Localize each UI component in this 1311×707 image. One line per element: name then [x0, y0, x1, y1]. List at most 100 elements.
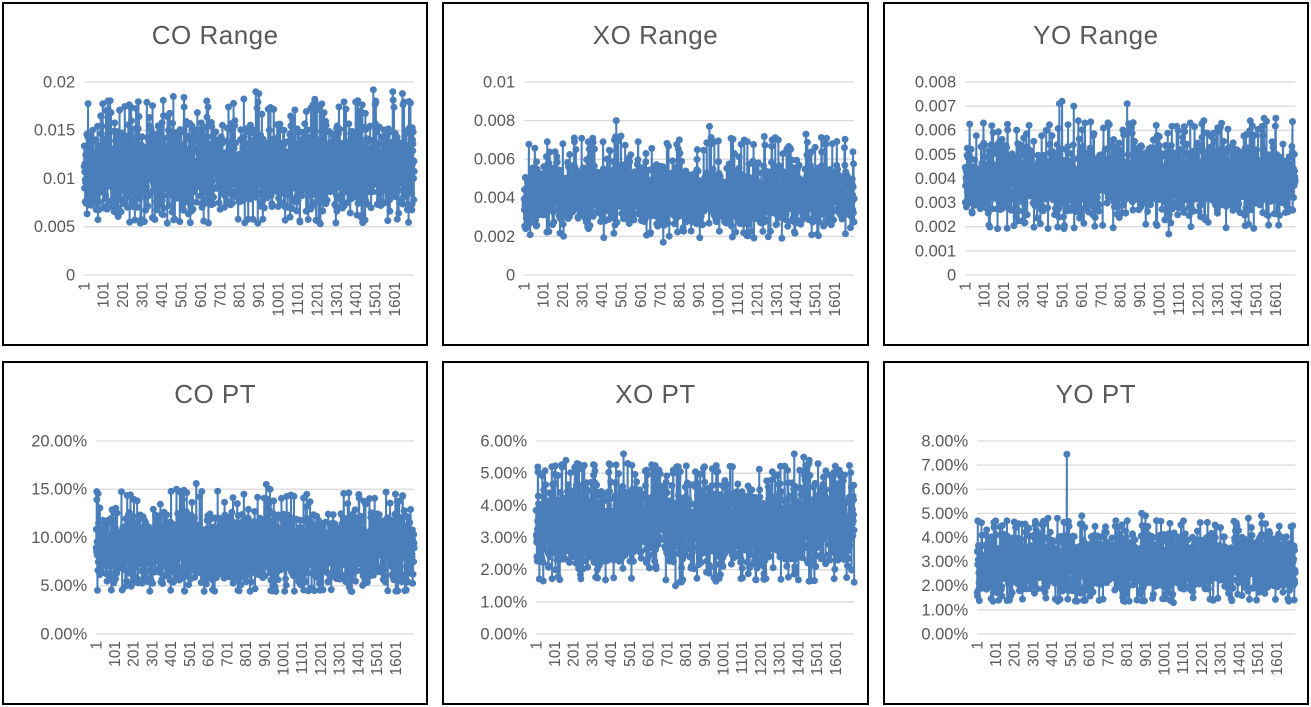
x-axis-tick-label: 501	[1054, 282, 1071, 308]
x-axis-tick-label: 1001	[1156, 641, 1173, 675]
x-axis-tick-label: 601	[633, 282, 650, 308]
x-axis-tick-label: 1601	[388, 641, 405, 675]
x-axis-tick-label: 701	[219, 641, 236, 667]
x-axis-tick-label: 701	[1100, 641, 1117, 667]
chart-plot-co-range: 0 0.005 0.01 0.015 0.02 1 101 201 301 401 501 601 70…	[4, 58, 426, 344]
y-axis-tick-label: 0.006	[474, 151, 515, 169]
x-axis-tick-label: 1601	[1268, 641, 1285, 675]
chart-title-yo-pt: YO PT	[1055, 379, 1137, 409]
x-axis-tick-label: 601	[193, 282, 210, 308]
y-axis-tick-label: 0.007	[915, 98, 956, 116]
x-axis-tick-label: 101	[107, 641, 124, 667]
x-axis-tick-label: 401	[154, 282, 171, 308]
x-axis-tick-label: 401	[163, 641, 180, 667]
x-axis-tick-label: 1001	[275, 641, 292, 675]
series-markers	[961, 97, 1299, 238]
x-axis-tick-label: 801	[678, 641, 695, 667]
y-axis-tick-label: 0.015	[34, 122, 75, 140]
y-axis-tick-label: 0	[66, 266, 75, 284]
y-axis-tick-label: 0.008	[474, 112, 515, 130]
chart-title-xo-range: XO Range	[592, 20, 719, 50]
series-markers	[80, 86, 418, 228]
y-axis-tick-label: 1.00%	[481, 593, 528, 611]
y-axis-tick-label: 3.00%	[921, 553, 968, 571]
x-axis-tick-label: 1001	[270, 282, 287, 316]
chart-card-yo-pt: YO PT 0.00% 1.00% 2.00% 3.00% 4.00% 5.00% 6.00…	[882, 361, 1309, 705]
x-axis-tick-label: 201	[996, 282, 1013, 308]
x-axis-tick-label: 401	[1035, 282, 1052, 308]
chart-plot-xo-range: 0 0.002 0.004 0.006 0.008 0.01 1 101 201 301 401 50…	[444, 58, 866, 344]
x-axis-tick-label: 301	[135, 282, 152, 308]
x-axis-tick-label: 601	[641, 641, 658, 667]
chart-svg: 0.00% 1.00% 2.00% 3.00% 4.00% 5.00% 6.00% 7.00%…	[921, 432, 1299, 675]
x-axis-tick-label: 501	[1063, 641, 1080, 667]
x-axis-tick-label: 301	[1015, 282, 1032, 308]
x-axis-tick-label: 1	[957, 282, 974, 291]
x-axis-tick-label: 801	[1119, 641, 1136, 667]
y-axis-tick-label: 4.00%	[921, 529, 968, 547]
x-axis-tick-label: 701	[1093, 282, 1110, 308]
x-axis-tick-label: 1	[76, 282, 93, 291]
y-axis-tick-label: 0.006	[915, 122, 956, 140]
y-axis-tick-label: 0.00%	[481, 625, 528, 643]
x-axis-tick-label: 1301	[332, 641, 349, 675]
x-axis-tick-label: 101	[96, 282, 113, 308]
chart-title-yo-range: YO Range	[1033, 20, 1159, 50]
chart-plot-yo-pt: 0.00% 1.00% 2.00% 3.00% 4.00% 5.00% 6.00% 7.00%…	[885, 417, 1307, 703]
y-axis-tick-label: 0	[506, 266, 515, 284]
x-axis-tick-label: 1	[88, 641, 105, 650]
chart-card-yo-range: YO Range 0 0.001 0.002 0.003 0.004 0.005 0.006…	[882, 2, 1309, 346]
chart-plot-co-pt: 0.00% 5.00% 10.00% 15.00% 20.00% 1 101 201 301 40…	[4, 417, 426, 703]
x-axis-tick-label: 601	[201, 641, 218, 667]
series-markers	[92, 480, 418, 595]
x-axis-tick-label: 101	[988, 641, 1005, 667]
y-axis-tick-label: 0.02	[43, 73, 75, 91]
x-axis-tick-label: 201	[1006, 641, 1023, 667]
x-axis-tick-label: 1401	[1231, 641, 1248, 675]
x-axis-tick-label: 1101	[735, 641, 752, 674]
x-axis-tick-label: 1501	[808, 282, 825, 316]
y-axis-tick-label: 20.00%	[31, 432, 87, 450]
x-axis-tick-label: 1201	[309, 282, 326, 316]
y-axis-tick-label: 0.004	[915, 170, 956, 188]
y-axis-tick-label: 0.005	[34, 218, 75, 236]
series-markers	[520, 117, 858, 246]
x-axis-tick-label: 801	[1112, 282, 1129, 308]
x-axis-tick-label: 701	[212, 282, 229, 308]
series-markers	[532, 450, 858, 590]
chart-card-xo-pt: XO PT 0.00% 1.00% 2.00% 3.00% 4.00% 5.00% 6.00…	[442, 361, 869, 705]
x-axis-tick-label: 1101	[1175, 641, 1192, 674]
y-axis-tick-label: 2.00%	[481, 561, 528, 579]
x-axis-tick-label: 501	[173, 282, 190, 308]
x-axis-tick-label: 501	[182, 641, 199, 667]
x-axis-tick-label: 901	[1137, 641, 1154, 667]
x-axis-tick-label: 1301	[772, 641, 789, 675]
x-axis-tick-label: 1001	[1151, 282, 1168, 316]
x-axis-tick-label: 1501	[809, 641, 826, 675]
x-axis-tick-label: 1101	[1171, 282, 1188, 315]
x-axis-tick-label: 501	[622, 641, 639, 667]
x-axis-tick-label: 1201	[313, 641, 330, 675]
x-axis-tick-label: 201	[126, 641, 143, 667]
y-axis-tick-label: 6.00%	[481, 432, 528, 450]
x-axis-tick-label: 201	[566, 641, 583, 667]
chart-plot-xo-pt: 0.00% 1.00% 2.00% 3.00% 4.00% 5.00% 6.00% 1 101 2…	[444, 417, 866, 703]
x-axis-tick-label: 1301	[329, 282, 346, 316]
x-axis-tick-label: 101	[536, 282, 553, 308]
x-axis-tick-label: 1201	[1190, 282, 1207, 316]
y-axis-tick-label: 0.005	[915, 146, 956, 164]
x-axis-tick-label: 1401	[789, 282, 806, 316]
x-axis-tick-label: 1301	[1212, 641, 1229, 675]
x-axis-tick-label: 901	[691, 282, 708, 308]
x-axis-tick-label: 1401	[791, 641, 808, 675]
x-axis-tick-label: 801	[232, 282, 249, 308]
x-axis-tick-label: 301	[1025, 641, 1042, 667]
chart-plot-yo-range: 0 0.001 0.002 0.003 0.004 0.005 0.006 0.007 0.00…	[885, 58, 1307, 344]
x-axis-tick-label: 301	[575, 282, 592, 308]
x-axis-tick-label: 1501	[1250, 641, 1267, 675]
y-axis-tick-label: 3.00%	[481, 529, 528, 547]
x-axis-tick-label: 1301	[1209, 282, 1226, 316]
